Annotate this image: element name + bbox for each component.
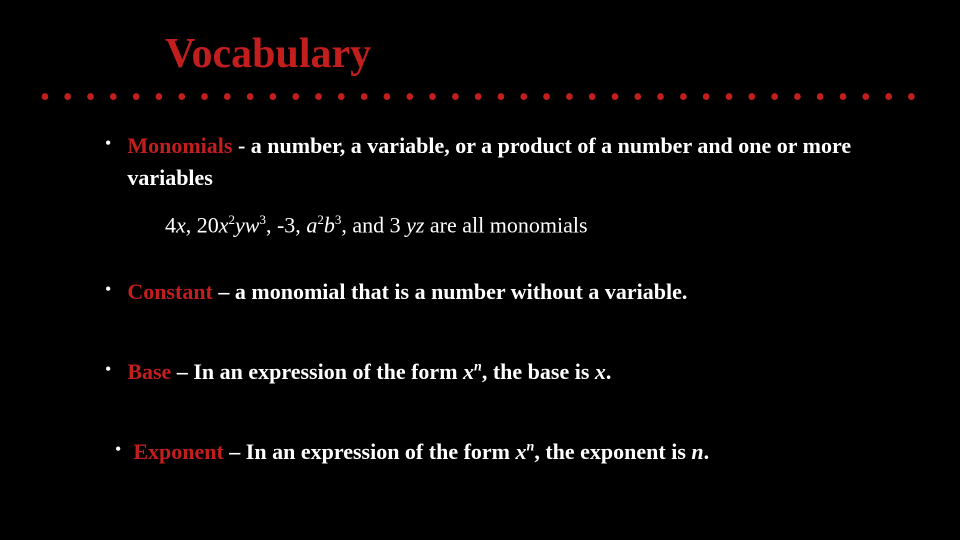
exponent-pre: In an expression of the form xyxy=(246,439,516,464)
base-post: . xyxy=(606,359,612,384)
ex-c1: , 20 xyxy=(186,212,219,237)
constant-term: Constant xyxy=(127,279,213,304)
exp-nvar: n xyxy=(691,439,703,464)
slide: Vocabulary • • • • • • • • • • • • • • •… xyxy=(0,0,960,540)
slide-title: Vocabulary xyxy=(165,30,371,78)
ex-x2: x xyxy=(219,212,229,237)
item-monomials: • Monomials - a number, a variable, or a… xyxy=(105,130,905,194)
base-n: n xyxy=(474,360,482,375)
exponent-text: Exponent – In an expression of the form … xyxy=(133,436,709,468)
ex-yz: yz xyxy=(401,212,430,237)
constant-def: a monomial that is a number without a va… xyxy=(235,279,687,304)
ex-4: 4 xyxy=(165,212,176,237)
constant-text: Constant – a monomial that is a number w… xyxy=(127,276,687,308)
ex-tail: are all monomials xyxy=(430,212,588,237)
item-constant: • Constant – a monomial that is a number… xyxy=(105,276,905,308)
base-term: Base xyxy=(127,359,171,384)
exponent-sep: – xyxy=(224,439,246,464)
base-sep: – xyxy=(171,359,193,384)
base-xn: xn xyxy=(463,359,482,384)
exponent-term: Exponent xyxy=(133,439,223,464)
base-pre: In an expression of the form xyxy=(193,359,463,384)
ex-b: b xyxy=(324,212,335,237)
bullet-icon: • xyxy=(105,130,111,157)
monomials-sep: - xyxy=(232,133,250,158)
ex-x: x xyxy=(176,212,186,237)
base-x2: x xyxy=(595,359,606,384)
monomials-example: 4x, 20x2yw3, -3, a2b3, and 3 yz are all … xyxy=(165,212,905,238)
monomials-term: Monomials xyxy=(127,133,232,158)
exponent-post: . xyxy=(704,439,710,464)
ex-mid: , -3, xyxy=(266,212,306,237)
exp-x: x xyxy=(516,439,527,464)
exponent-mid: , the exponent is xyxy=(534,439,691,464)
monomials-text: Monomials - a number, a variable, or a p… xyxy=(127,130,905,194)
base-text: Base – In an expression of the form xn, … xyxy=(127,356,611,388)
exponent-xn: xn xyxy=(516,439,535,464)
content-area: • Monomials - a number, a variable, or a… xyxy=(105,130,905,476)
item-exponent: • Exponent – In an expression of the for… xyxy=(115,436,905,468)
base-mid: , the base is xyxy=(482,359,595,384)
base-x: x xyxy=(463,359,474,384)
ex-and: , and 3 xyxy=(341,212,400,237)
bullet-icon: • xyxy=(105,276,111,303)
divider-dots: • • • • • • • • • • • • • • • • • • • • … xyxy=(40,82,920,114)
ex-a: a xyxy=(306,212,317,237)
constant-sep: – xyxy=(213,279,235,304)
ex-yw: yw xyxy=(235,212,259,237)
bullet-icon: • xyxy=(105,356,111,383)
bullet-icon: • xyxy=(115,436,121,463)
item-base: • Base – In an expression of the form xn… xyxy=(105,356,905,388)
